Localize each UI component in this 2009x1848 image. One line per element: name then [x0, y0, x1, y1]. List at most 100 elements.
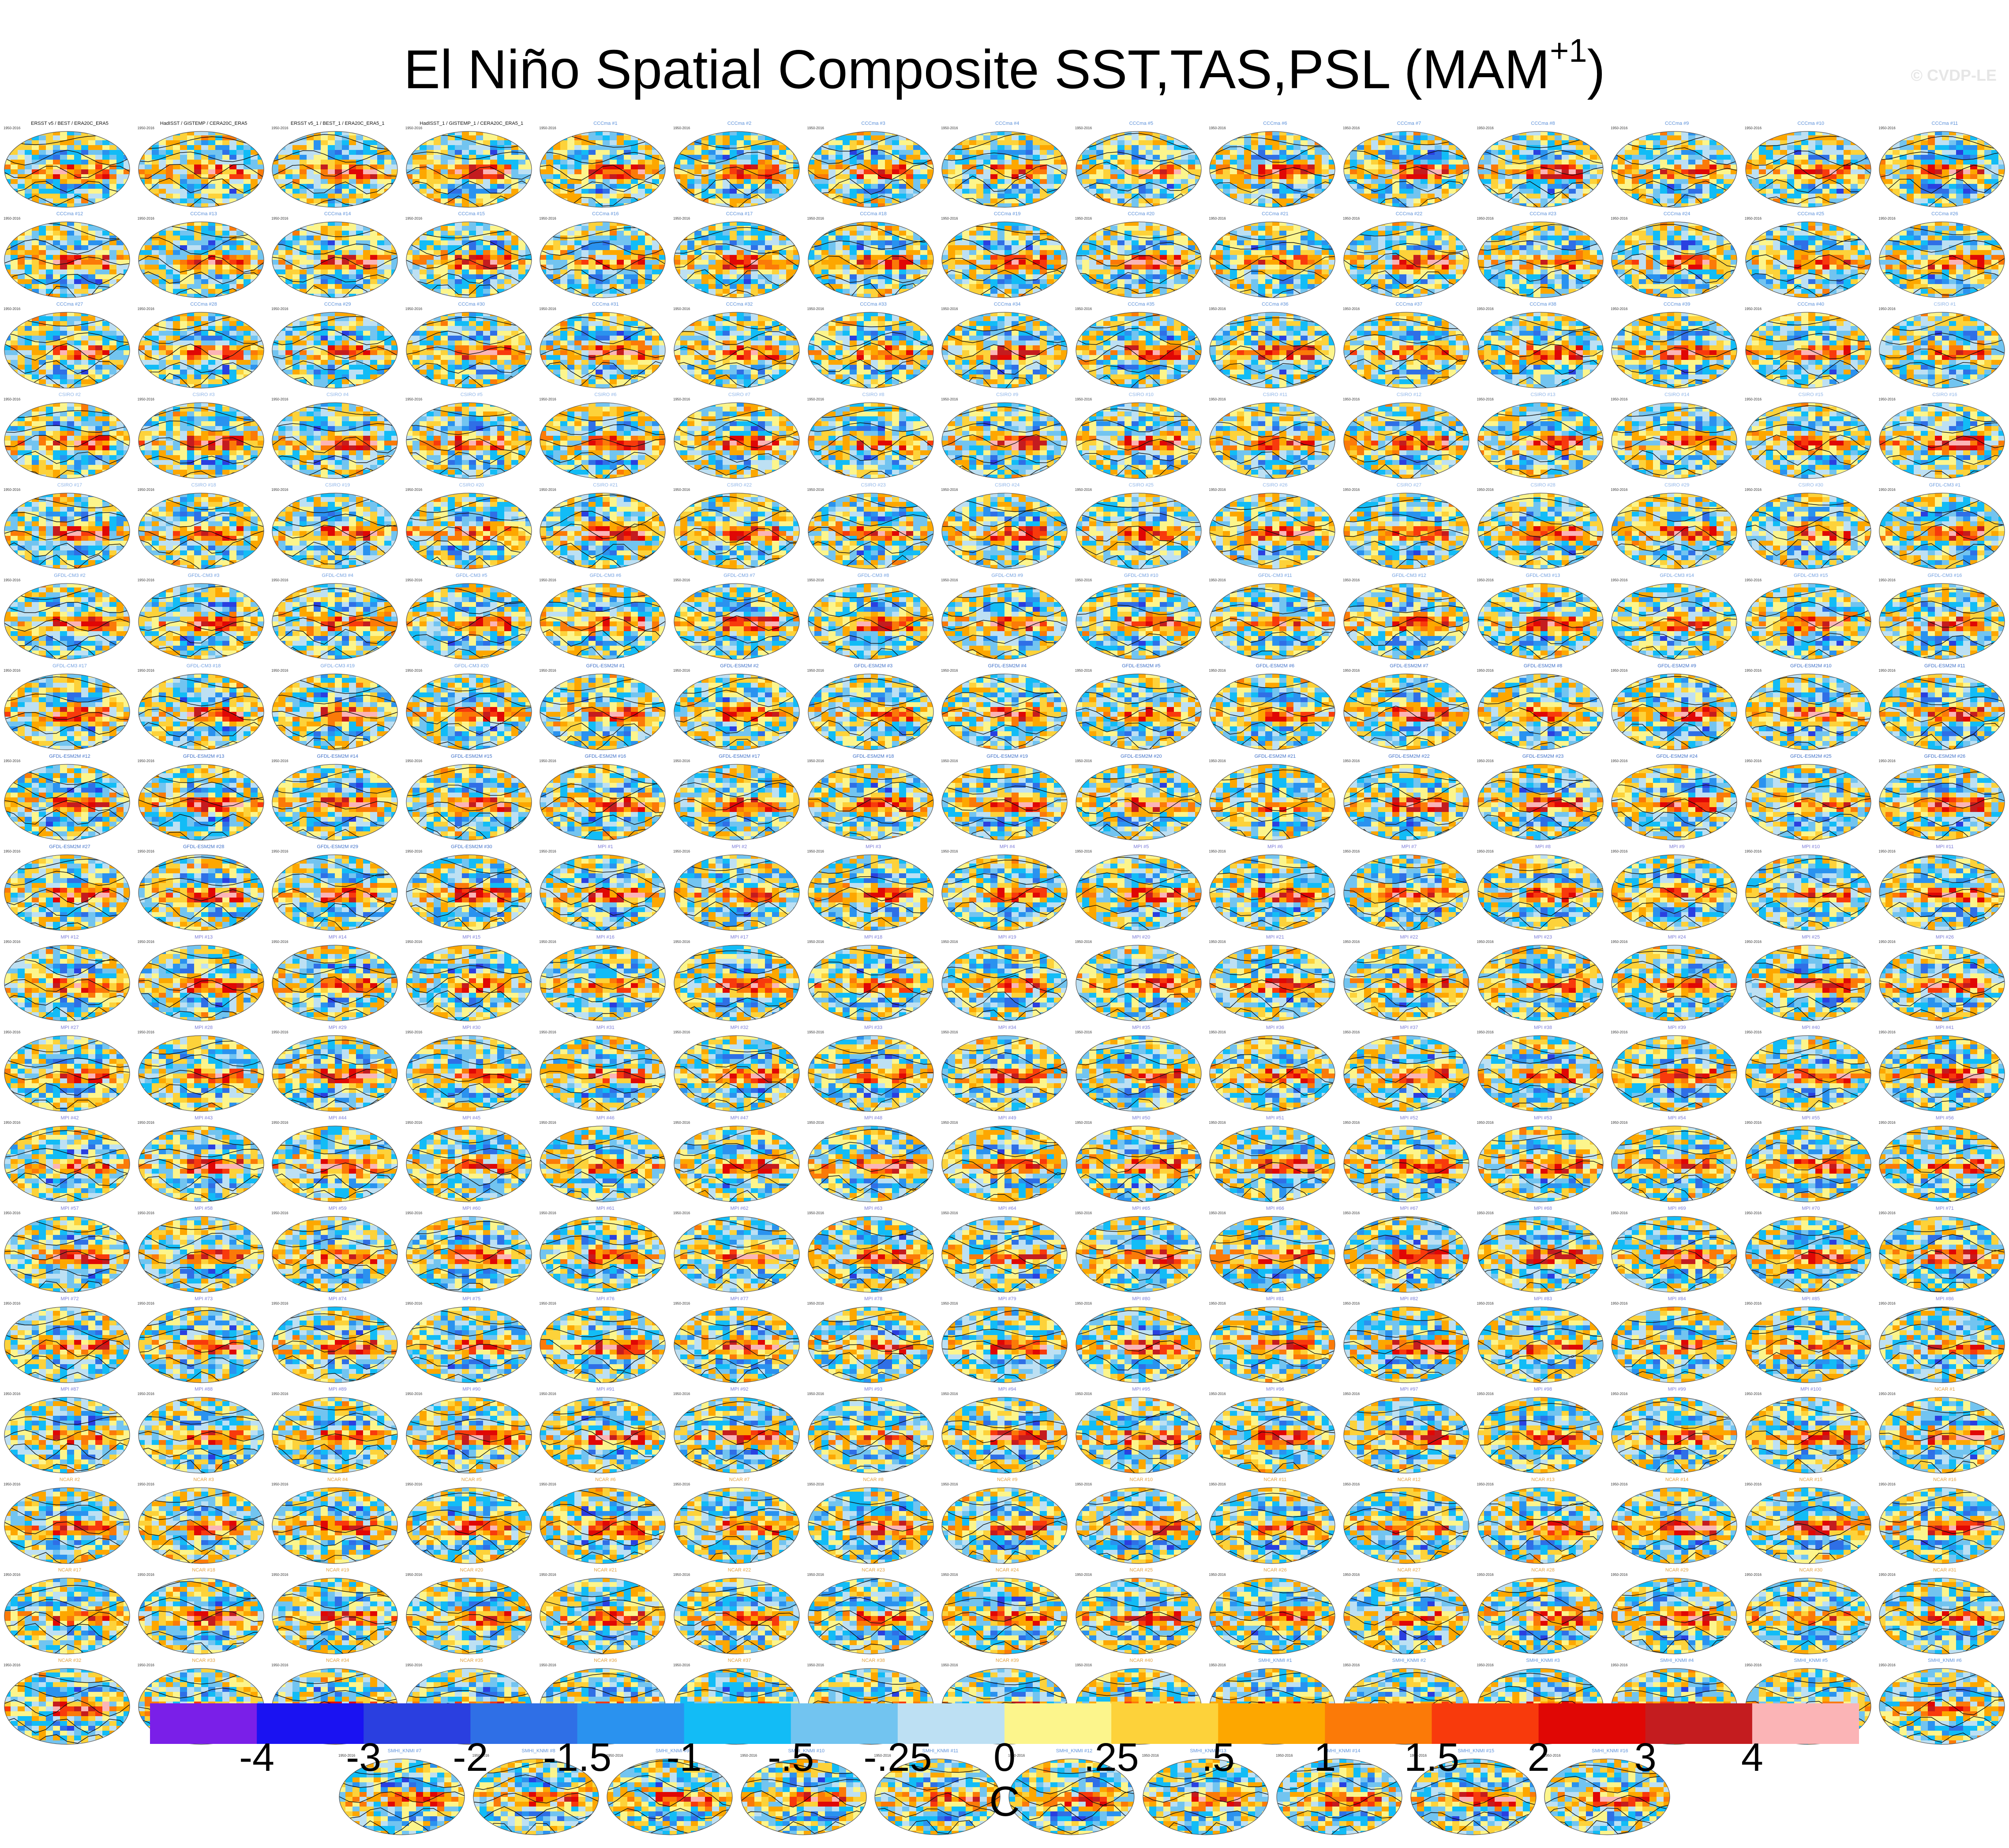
- panel-title: NCAR #26: [1209, 1567, 1341, 1573]
- panel-title: CCCma #4: [941, 121, 1073, 127]
- global-map: [941, 583, 1068, 660]
- panel-years: 1950-2016: [941, 669, 958, 673]
- panel-title: MPI #46: [539, 1115, 671, 1121]
- panel-years: 1950-2016: [138, 940, 154, 944]
- panel-title: MPI #48: [807, 1115, 940, 1121]
- panel-years: 1950-2016: [138, 1392, 154, 1396]
- global-map: [1209, 1216, 1336, 1293]
- map-panel: MPI #14 1950-2016: [271, 933, 404, 1021]
- panel-title: GFDL-ESM2M #17: [673, 754, 806, 759]
- global-map: [1075, 492, 1202, 570]
- global-map: [1611, 402, 1738, 479]
- colorbar-tick-label: 4: [1741, 1736, 1763, 1780]
- map-panel: CCCma #39 1950-2016: [1611, 300, 1743, 388]
- global-map: [271, 583, 398, 660]
- map-panel: CSIRO #17 1950-2016: [4, 481, 136, 569]
- map-panel: MPI #24 1950-2016: [1611, 933, 1743, 1021]
- panel-title: GFDL-CM3 #5: [405, 573, 538, 579]
- colorbar-tick-label: -1: [667, 1736, 702, 1780]
- global-map: [673, 854, 800, 931]
- map-panel: MPI #17 1950-2016: [673, 933, 806, 1021]
- panel-years: 1950-2016: [405, 1392, 422, 1396]
- panel-title: MPI #30: [405, 1025, 538, 1031]
- panel-years: 1950-2016: [539, 849, 556, 853]
- map-panel: MPI #63 1950-2016: [807, 1204, 940, 1292]
- global-map: [1611, 673, 1738, 751]
- panel-years: 1950-2016: [1075, 217, 1092, 221]
- panel-title: NCAR #17: [4, 1567, 136, 1573]
- map-panel: GFDL-CM3 #18 1950-2016: [138, 662, 270, 750]
- panel-title: MPI #63: [807, 1206, 940, 1212]
- panel-title: CSIRO #25: [1075, 483, 1207, 488]
- panel-years: 1950-2016: [138, 1121, 154, 1125]
- panel-years: 1950-2016: [1477, 759, 1494, 763]
- panel-years: 1950-2016: [673, 126, 690, 130]
- global-map: [1075, 854, 1202, 931]
- panel-years: 1950-2016: [271, 1030, 288, 1034]
- panel-years: 1950-2016: [1343, 307, 1360, 311]
- panel-title: MPI #57: [4, 1206, 136, 1212]
- panel-title: GFDL-CM3 #4: [271, 573, 404, 579]
- panel-years: 1950-2016: [4, 940, 20, 944]
- panel-title: CCCma #17: [673, 211, 806, 217]
- panel-years: 1950-2016: [138, 578, 154, 582]
- global-map: [4, 1125, 131, 1203]
- global-map: [1611, 221, 1738, 299]
- panel-years: 1950-2016: [4, 849, 20, 853]
- global-map: [4, 1577, 131, 1655]
- global-map: [941, 1487, 1068, 1564]
- panel-years: 1950-2016: [673, 307, 690, 311]
- map-panel: MPI #60 1950-2016: [405, 1204, 538, 1292]
- map-panel: MPI #35 1950-2016: [1075, 1023, 1207, 1111]
- panel-years: 1950-2016: [405, 578, 422, 582]
- map-panel: GFDL-ESM2M #28 1950-2016: [138, 842, 270, 931]
- panel-years: 1950-2016: [138, 1482, 154, 1486]
- panel-title: GFDL-CM3 #2: [4, 573, 136, 579]
- panel-title: MPI #75: [405, 1296, 538, 1302]
- panel-years: 1950-2016: [539, 126, 556, 130]
- global-map: [1075, 583, 1202, 660]
- map-panel: GFDL-CM3 #16 1950-2016: [1878, 571, 2009, 659]
- map-panel: MPI #68 1950-2016: [1477, 1204, 1609, 1292]
- panel-years: 1950-2016: [1745, 1482, 1762, 1486]
- colorbar-box: [1539, 1703, 1646, 1744]
- panel-title: SMHI_KNMI #5: [1745, 1658, 1877, 1664]
- panel-years: 1950-2016: [1209, 1121, 1226, 1125]
- panel-years: 1950-2016: [1878, 1030, 1895, 1034]
- panel-title: GFDL-ESM2M #12: [4, 754, 136, 759]
- panel-years: 1950-2016: [1276, 1754, 1293, 1758]
- panel-years: 1950-2016: [673, 1482, 690, 1486]
- panel-years: 1950-2016: [138, 488, 154, 492]
- panel-years: 1950-2016: [405, 488, 422, 492]
- panel-years: 1950-2016: [673, 1663, 690, 1667]
- panel-years: 1950-2016: [539, 1030, 556, 1034]
- map-panel: NCAR #10 1950-2016: [1075, 1475, 1207, 1564]
- global-map: [138, 673, 265, 751]
- global-map: [138, 311, 265, 389]
- map-panel-grid: ERSST v5 / BEST / ERA20C_ERA5 1950-2016 Ha…: [0, 119, 2009, 1672]
- panel-years: 1950-2016: [673, 1302, 690, 1306]
- panel-years: 1950-2016: [1343, 397, 1360, 401]
- global-map: [4, 1396, 131, 1474]
- panel-title: CCCma #1: [539, 121, 671, 127]
- panel-title: CSIRO #2: [4, 392, 136, 398]
- map-panel: GFDL-CM3 #4 1950-2016: [271, 571, 404, 659]
- map-panel: MPI #32 1950-2016: [673, 1023, 806, 1111]
- map-panel: MPI #8 1950-2016: [1477, 842, 1609, 931]
- map-panel: MPI #92 1950-2016: [673, 1385, 806, 1473]
- map-panel: GFDL-ESM2M #29 1950-2016: [271, 842, 404, 931]
- panel-title: GFDL-ESM2M #18: [807, 754, 940, 759]
- map-panel: GFDL-ESM2M #5 1950-2016: [1075, 662, 1207, 750]
- panel-title: CCCma #10: [1745, 121, 1877, 127]
- map-panel: CSIRO #22 1950-2016: [673, 481, 806, 569]
- map-panel: GFDL-ESM2M #30 1950-2016: [405, 842, 538, 931]
- global-map: [673, 673, 800, 751]
- panel-years: 1950-2016: [1477, 578, 1494, 582]
- panel-title: NCAR #13: [1477, 1477, 1609, 1483]
- global-map: [271, 492, 398, 570]
- map-panel: GFDL-ESM2M #8 1950-2016: [1477, 662, 1609, 750]
- map-panel: CCCma #27 1950-2016: [4, 300, 136, 388]
- panel-years: 1950-2016: [271, 1482, 288, 1486]
- panel-title: HadISST_1 / GISTEMP_1 / CERA20C_ERA5_1: [405, 121, 538, 127]
- panel-title: MPI #22: [1343, 935, 1475, 940]
